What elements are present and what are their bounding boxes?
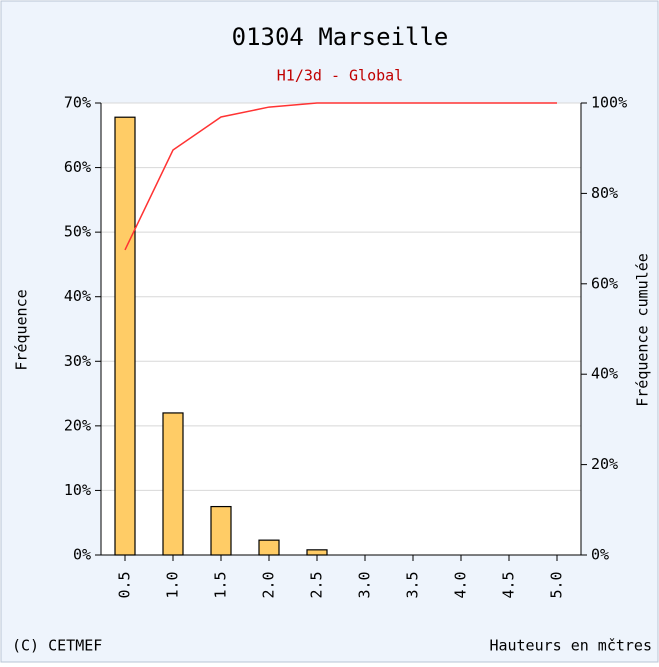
y-tick-label: 70% [64,94,91,112]
y-tick-label: 60% [64,158,91,176]
y2-tick-label: 40% [591,365,618,383]
x-tick-label: 3.5 [404,571,422,598]
bar [162,412,184,556]
x-tick-label: 2.0 [260,571,278,598]
y-tick-label: 0% [73,546,91,564]
y2-tick-label: 60% [591,274,618,292]
x-tick-label: 2.5 [308,571,326,598]
x-tick-label: 1.5 [212,571,230,598]
y-axis-label: Fréquence [13,289,31,370]
x-tick-label: 4.0 [452,571,470,598]
chart-title: 01304 Marseille [232,23,449,51]
chart-subtitle: H1/3d - Global [277,67,403,85]
x-tick-label: 4.5 [500,571,518,598]
y-tick-label: 50% [64,223,91,241]
y2-tick-label: 20% [591,455,618,473]
bar [306,549,328,556]
x-axis-label: Hauteurs en mčtres [489,637,652,655]
footer: (C) CETMEF [12,637,102,655]
y2-tick-label: 80% [591,184,618,202]
bar [210,505,232,556]
y2-tick-label: 0% [591,546,609,564]
y2-tick-label: 100% [591,94,627,112]
x-tick-label: 5.0 [548,571,566,598]
y2-axis-label: Fréquence cumulée [634,253,652,407]
bar [258,539,280,556]
y-tick-label: 20% [64,416,91,434]
cumulative-line [124,102,557,251]
y-tick-label: 30% [64,352,91,370]
bar [114,116,136,556]
x-tick-label: 1.0 [164,571,182,598]
y-tick-label: 10% [64,481,91,499]
x-tick-label: 0.5 [116,571,134,598]
y-tick-label: 40% [64,287,91,305]
x-tick-label: 3.0 [356,571,374,598]
